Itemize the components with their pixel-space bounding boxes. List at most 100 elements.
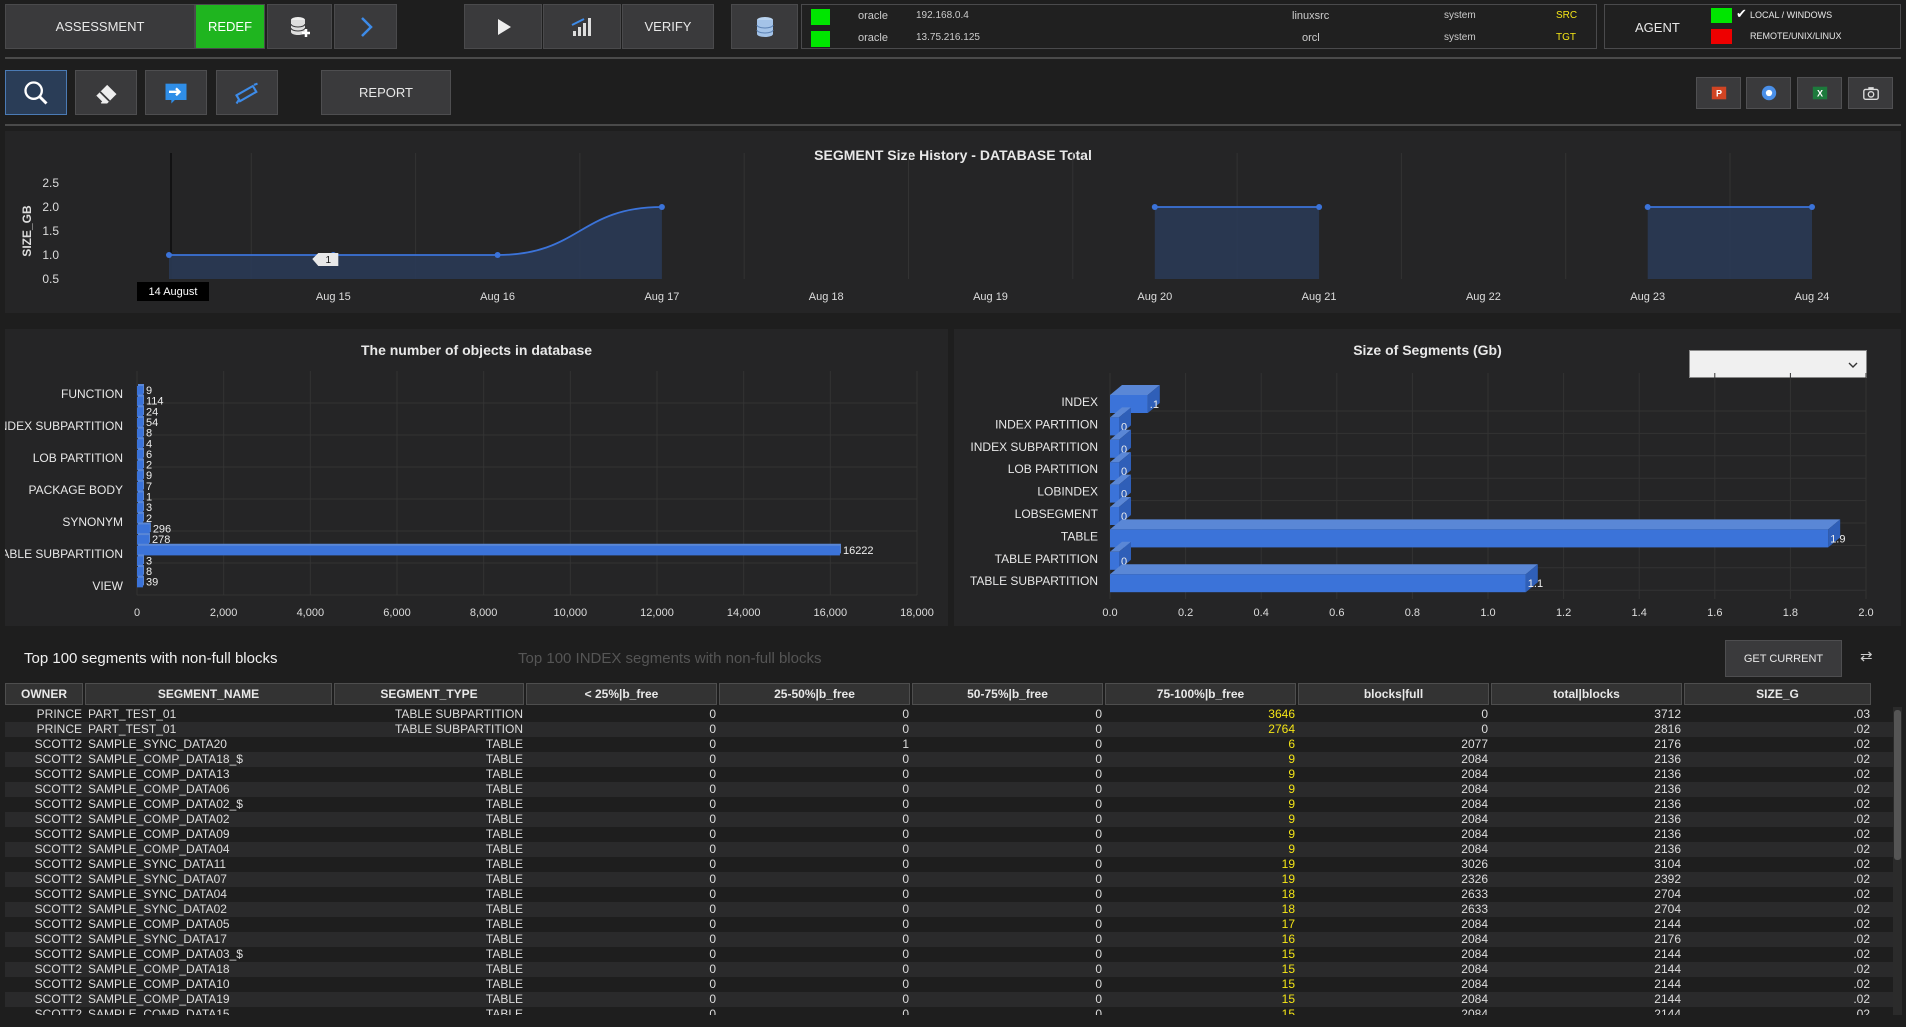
scrollbar[interactable] [1893,707,1902,1015]
table-cell: 0 [1095,947,1102,961]
tab-top-segments[interactable]: Top 100 segments with non-full blocks [24,650,278,667]
table-row[interactable]: SCOTT2 SAMPLE_COMP_DATA18_$ TABLE 0 0 0 9 2084 2… [5,752,1895,767]
eraser-button[interactable] [75,70,137,115]
table-cell: 15 [1281,1007,1295,1015]
column-header[interactable]: SIZE_G [1684,683,1871,705]
agent-option-local[interactable]: ✔ LOCAL / WINDOWS [1705,6,1895,24]
table-cell: 0 [902,812,909,826]
column-header[interactable]: OWNER [5,683,83,705]
bar [1110,462,1119,481]
stats-button[interactable] [543,4,621,49]
table-row[interactable]: SCOTT2 SAMPLE_SYNC_DATA17 TABLE 0 0 0 16 2084 21… [5,932,1895,947]
column-header[interactable]: 25-50%|b_free [719,683,910,705]
add-database-button[interactable] [267,4,332,49]
table-cell: TABLE [485,962,523,976]
table-row[interactable]: SCOTT2 SAMPLE_COMP_DATA15 TABLE 0 0 0 15 2084 21… [5,1007,1895,1015]
play-button[interactable] [464,4,542,49]
bar-value-label: 3 [146,555,152,567]
table-row[interactable]: PRINCE PART_TEST_01 TABLE SUBPARTITION 0 0 0 3… [5,707,1895,722]
bar-value-label: 0 [1121,556,1127,568]
table-cell: 0 [902,767,909,781]
category-label: TABLE SUBPARTITION [970,574,1098,588]
bar [1110,529,1829,548]
screenshot-button[interactable] [1848,77,1893,109]
x-tick-label: 1.8 [1783,607,1798,619]
agent-option-label: LOCAL / WINDOWS [1750,10,1833,20]
refresh-icon[interactable]: ⇄ [1860,648,1873,665]
table-row[interactable]: SCOTT2 SAMPLE_COMP_DATA10 TABLE 0 0 0 15 2084 21… [5,977,1895,992]
table-row[interactable]: SCOTT2 SAMPLE_COMP_DATA19 TABLE 0 0 0 15 2084 21… [5,992,1895,1007]
table-row[interactable]: SCOTT2 SAMPLE_COMP_DATA04 TABLE 0 0 0 9 2084 213… [5,842,1895,857]
column-header[interactable]: total|blocks [1491,683,1682,705]
table-cell: .02 [1853,722,1870,736]
redef-button[interactable]: REDEF [195,4,265,49]
table-row[interactable]: SCOTT2 SAMPLE_COMP_DATA02_$ TABLE 0 0 0 9 2084 2… [5,797,1895,812]
next-button[interactable] [334,4,397,49]
table-row[interactable]: PRINCE PART_TEST_01 TABLE SUBPARTITION 0 0 0 2… [5,722,1895,737]
table-row[interactable]: SCOTT2 SAMPLE_COMP_DATA18 TABLE 0 0 0 15 2084 21… [5,962,1895,977]
table-cell: SCOTT2 [34,857,82,871]
table-cell: SCOTT2 [34,1007,82,1015]
table-cell: 0 [902,947,909,961]
table-row[interactable]: SCOTT2 SAMPLE_COMP_DATA03_$ TABLE 0 0 0 15 2084… [5,947,1895,962]
table-row[interactable]: SCOTT2 SAMPLE_COMP_DATA09 TABLE 0 0 0 9 2084 213… [5,827,1895,842]
camera-icon [1862,87,1879,100]
x-tick-label: 2.0 [1858,607,1873,619]
monitor-button[interactable] [216,70,278,115]
table-cell: SCOTT2 [34,782,82,796]
table-cell: .02 [1853,887,1870,901]
bar [137,556,143,567]
table-row[interactable]: SCOTT2 SAMPLE_COMP_DATA06 TABLE 0 0 0 9 2084 213… [5,782,1895,797]
tooltip-marker [312,253,339,266]
segment-type-dropdown[interactable] [1689,350,1867,378]
table-cell: SCOTT2 [34,767,82,781]
table-row[interactable]: SCOTT2 SAMPLE_COMP_DATA02 TABLE 0 0 0 9 2084 213… [5,812,1895,827]
bar-top [1110,519,1841,530]
database-button[interactable] [731,4,798,49]
verify-button[interactable]: VERIFY [622,4,714,49]
export-button[interactable] [145,70,207,115]
connection-row-tgt[interactable]: oracle 13.75.216.125 orcl system TGT [802,28,1596,50]
status-indicator [811,9,830,25]
table-cell: SCOTT2 [34,827,82,841]
web-export-button[interactable] [1746,77,1791,109]
table-row[interactable]: SCOTT2 SAMPLE_SYNC_DATA20 TABLE 0 1 0 6 2077 217… [5,737,1895,752]
scrollbar-thumb[interactable] [1894,710,1901,860]
column-header[interactable]: SEGMENT_TYPE [334,683,524,705]
column-header[interactable]: blocks|full [1298,683,1489,705]
bar-side [1119,407,1131,436]
connection-row-src[interactable]: oracle 192.168.0.4 linuxsrc system SRC [802,6,1596,28]
table-cell: 2084 [1461,977,1488,991]
agent-option-remote[interactable]: REMOTE/UNIX/LINUX [1705,29,1895,45]
table-row[interactable]: SCOTT2 SAMPLE_COMP_DATA05 TABLE 0 0 0 17 2084 21… [5,917,1895,932]
table-row[interactable]: SCOTT2 SAMPLE_SYNC_DATA04 TABLE 0 0 0 18 2633 27… [5,887,1895,902]
table-cell: .02 [1853,902,1870,916]
table-row[interactable]: SCOTT2 SAMPLE_SYNC_DATA07 TABLE 0 0 0 19 2326 23… [5,872,1895,887]
table-cell: .02 [1853,812,1870,826]
table-cell: 9 [1288,752,1295,766]
category-label: VIEW [92,579,123,593]
table-row[interactable]: SCOTT2 SAMPLE_COMP_DATA13 TABLE 0 0 0 9 2084 213… [5,767,1895,782]
search-button[interactable] [5,70,67,115]
column-header[interactable]: 50-75%|b_free [912,683,1103,705]
powerpoint-export-button[interactable]: P [1696,77,1741,109]
bar-side [1525,564,1538,593]
column-header[interactable]: SEGMENT_NAME [85,683,332,705]
table-cell: TABLE [485,857,523,871]
table-cell: 9 [1288,767,1295,781]
get-current-button[interactable]: GET CURRENT [1725,640,1842,677]
tab-top-index-segments[interactable]: Top 100 INDEX segments with non-full blo… [518,650,822,667]
report-button[interactable]: REPORT [321,70,451,115]
x-tick-label: 1.6 [1707,607,1722,619]
y-tick-label: 2.5 [42,176,59,190]
table-row[interactable]: SCOTT2 SAMPLE_SYNC_DATA11 TABLE 0 0 0 19 3026 31… [5,857,1895,872]
column-header[interactable]: < 25%|b_free [526,683,717,705]
x-tick-label: Aug 16 [480,291,515,303]
excel-export-button[interactable]: X [1797,77,1842,109]
column-header[interactable]: 75-100%|b_free [1105,683,1296,705]
table-cell: TABLE [485,737,523,751]
table-cell: 0 [709,992,716,1006]
table-cell: 0 [709,722,716,736]
table-row[interactable]: SCOTT2 SAMPLE_SYNC_DATA02 TABLE 0 0 0 18 2633 27… [5,902,1895,917]
assessment-button[interactable]: ASSESSMENT [5,4,195,49]
